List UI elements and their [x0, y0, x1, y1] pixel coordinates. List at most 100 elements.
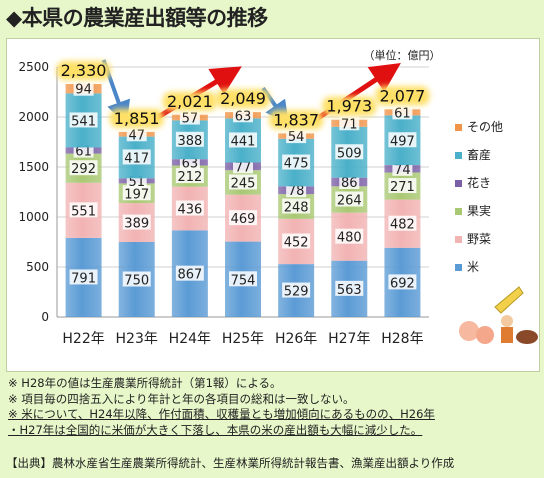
total-label: 1,973 [326, 97, 372, 116]
data-label-bg [69, 160, 98, 176]
legend-label: 花き [467, 175, 491, 190]
legend-label: 米 [467, 260, 479, 274]
x-tick-label: H24年 [169, 331, 211, 347]
data-label-花き: 51 [128, 175, 145, 190]
data-label-bg [175, 200, 204, 216]
rice-illustration [494, 286, 524, 314]
data-label-bg [73, 80, 94, 96]
data-label-米: 791 [71, 271, 96, 286]
data-label-花き: 78 [288, 184, 305, 199]
data-label-果実: 292 [71, 162, 96, 177]
data-label-bg [388, 178, 417, 194]
data-label-bg [392, 104, 413, 120]
legend-swatch-その他 [455, 124, 462, 131]
total-label: 1,851 [114, 109, 160, 128]
total-label: 2,077 [380, 86, 426, 105]
total-label-glow [56, 61, 111, 80]
y-tick-label: 0 [41, 310, 49, 324]
data-label-bg [282, 282, 311, 298]
data-label-bg [388, 274, 417, 290]
y-tick-label: 1500 [18, 160, 49, 174]
data-label-bg [175, 168, 204, 184]
data-label-bg [69, 112, 98, 128]
total-label: 1,837 [273, 110, 319, 129]
data-label-その他: 61 [394, 106, 411, 121]
data-label-花き: 63 [182, 156, 199, 171]
peach-illustration [476, 326, 494, 344]
x-tick-label: H22年 [62, 331, 104, 347]
data-label-野菜: 452 [284, 236, 309, 251]
data-label-bg [339, 174, 360, 189]
data-label-米: 867 [177, 268, 202, 283]
data-label-bg [282, 233, 311, 249]
data-label-野菜: 482 [390, 218, 415, 233]
total-label-glow [162, 91, 217, 111]
data-label-その他: 54 [288, 130, 305, 145]
data-label-畜産: 417 [124, 151, 149, 166]
data-label-米: 750 [124, 274, 149, 289]
data-label-米: 563 [337, 283, 362, 298]
x-tick-label: H26年 [275, 331, 317, 347]
data-label-bg [175, 131, 204, 147]
data-label-畜産: 475 [284, 157, 309, 172]
farmer-head-illustration [501, 315, 513, 327]
stacked-bar-chart: 0 500 1000 1500 2000 2500 （単位：億円） 791 551 292 61 54… [18, 48, 538, 347]
data-label-畜産: 388 [177, 134, 202, 149]
chart-panel: 0 500 1000 1500 2000 2500 （単位：億円） 791 551 292 61 54… [6, 38, 540, 372]
total-label-glow [269, 110, 324, 130]
legend-swatch-果実 [455, 208, 462, 215]
legend-swatch-野菜 [455, 236, 462, 243]
legend-label: 野菜 [467, 232, 491, 246]
page-title: ◆本県の農業産出額等の推移 [6, 6, 268, 30]
x-tick-label: H25年 [222, 331, 264, 347]
source-note: 【出典】農林水産省生産農業所得統計、生産林業所得統計報告書、漁業産出額より作成 [6, 456, 455, 470]
data-label-bg [335, 144, 364, 160]
data-label-bg [282, 198, 311, 214]
data-label-米: 529 [284, 285, 309, 300]
legend-label: 畜産 [467, 147, 491, 162]
y-tick-label: 2500 [18, 60, 49, 74]
data-label-米: 754 [231, 273, 256, 288]
data-label-bg [229, 210, 257, 226]
data-label-bg [122, 185, 151, 201]
data-label-その他: 94 [75, 83, 92, 98]
data-label-bg [335, 228, 364, 244]
data-label-果実: 271 [390, 180, 415, 195]
data-label-bg [179, 109, 200, 125]
x-tick-label: H28年 [381, 331, 423, 347]
y-tick-label: 500 [26, 260, 49, 274]
peach-illustration [459, 321, 479, 341]
data-label-畜産: 441 [231, 134, 256, 149]
data-label-花き: 74 [394, 163, 411, 178]
legend-swatch-畜産 [455, 152, 462, 159]
data-label-野菜: 551 [71, 204, 96, 219]
total-label-glow [109, 108, 164, 128]
total-label: 2,330 [61, 61, 107, 80]
legend-swatch-花き [455, 180, 462, 187]
total-label-glow [322, 96, 377, 116]
data-label-bg [229, 132, 257, 148]
data-label-bg [335, 191, 364, 207]
data-label-bg [233, 107, 253, 123]
data-label-野菜: 389 [124, 217, 149, 232]
note-4: ・H27年は全国的に米価が大きく下落し、本県の米の産出額も大幅に減少した。 [8, 422, 423, 437]
notes: ※ H28年の値は生産農業所得統計（第1報）による。 ※ 項目毎の四捨五入により… [8, 376, 538, 438]
data-label-果実: 245 [231, 176, 256, 191]
note-3: ※ 米について、H24年以降、作付面積、収穫量とも増加傾向にあるものの、H26年 [8, 407, 435, 421]
data-label-bg [69, 202, 98, 218]
data-label-野菜: 436 [177, 203, 202, 218]
data-label-果実: 264 [337, 194, 362, 209]
data-label-花き: 77 [235, 160, 252, 175]
data-label-bg [122, 149, 151, 165]
note-2: ※ 項目毎の四捨五入により年計と年の各項目の総和は一致しない。 [8, 391, 355, 406]
data-label-bg [335, 280, 364, 296]
unit-label: （単位：億円） [364, 48, 441, 62]
data-label-畜産: 497 [390, 134, 415, 149]
x-tick-label: H27年 [328, 331, 370, 347]
total-label-glow [375, 86, 430, 106]
data-label-bg [126, 126, 147, 142]
note-1: ※ H28年の値は生産農業所得統計（第1報）による。 [8, 376, 282, 390]
farmer-body-illustration [501, 327, 513, 343]
data-label-bg [282, 154, 311, 170]
data-label-bg [286, 128, 307, 144]
